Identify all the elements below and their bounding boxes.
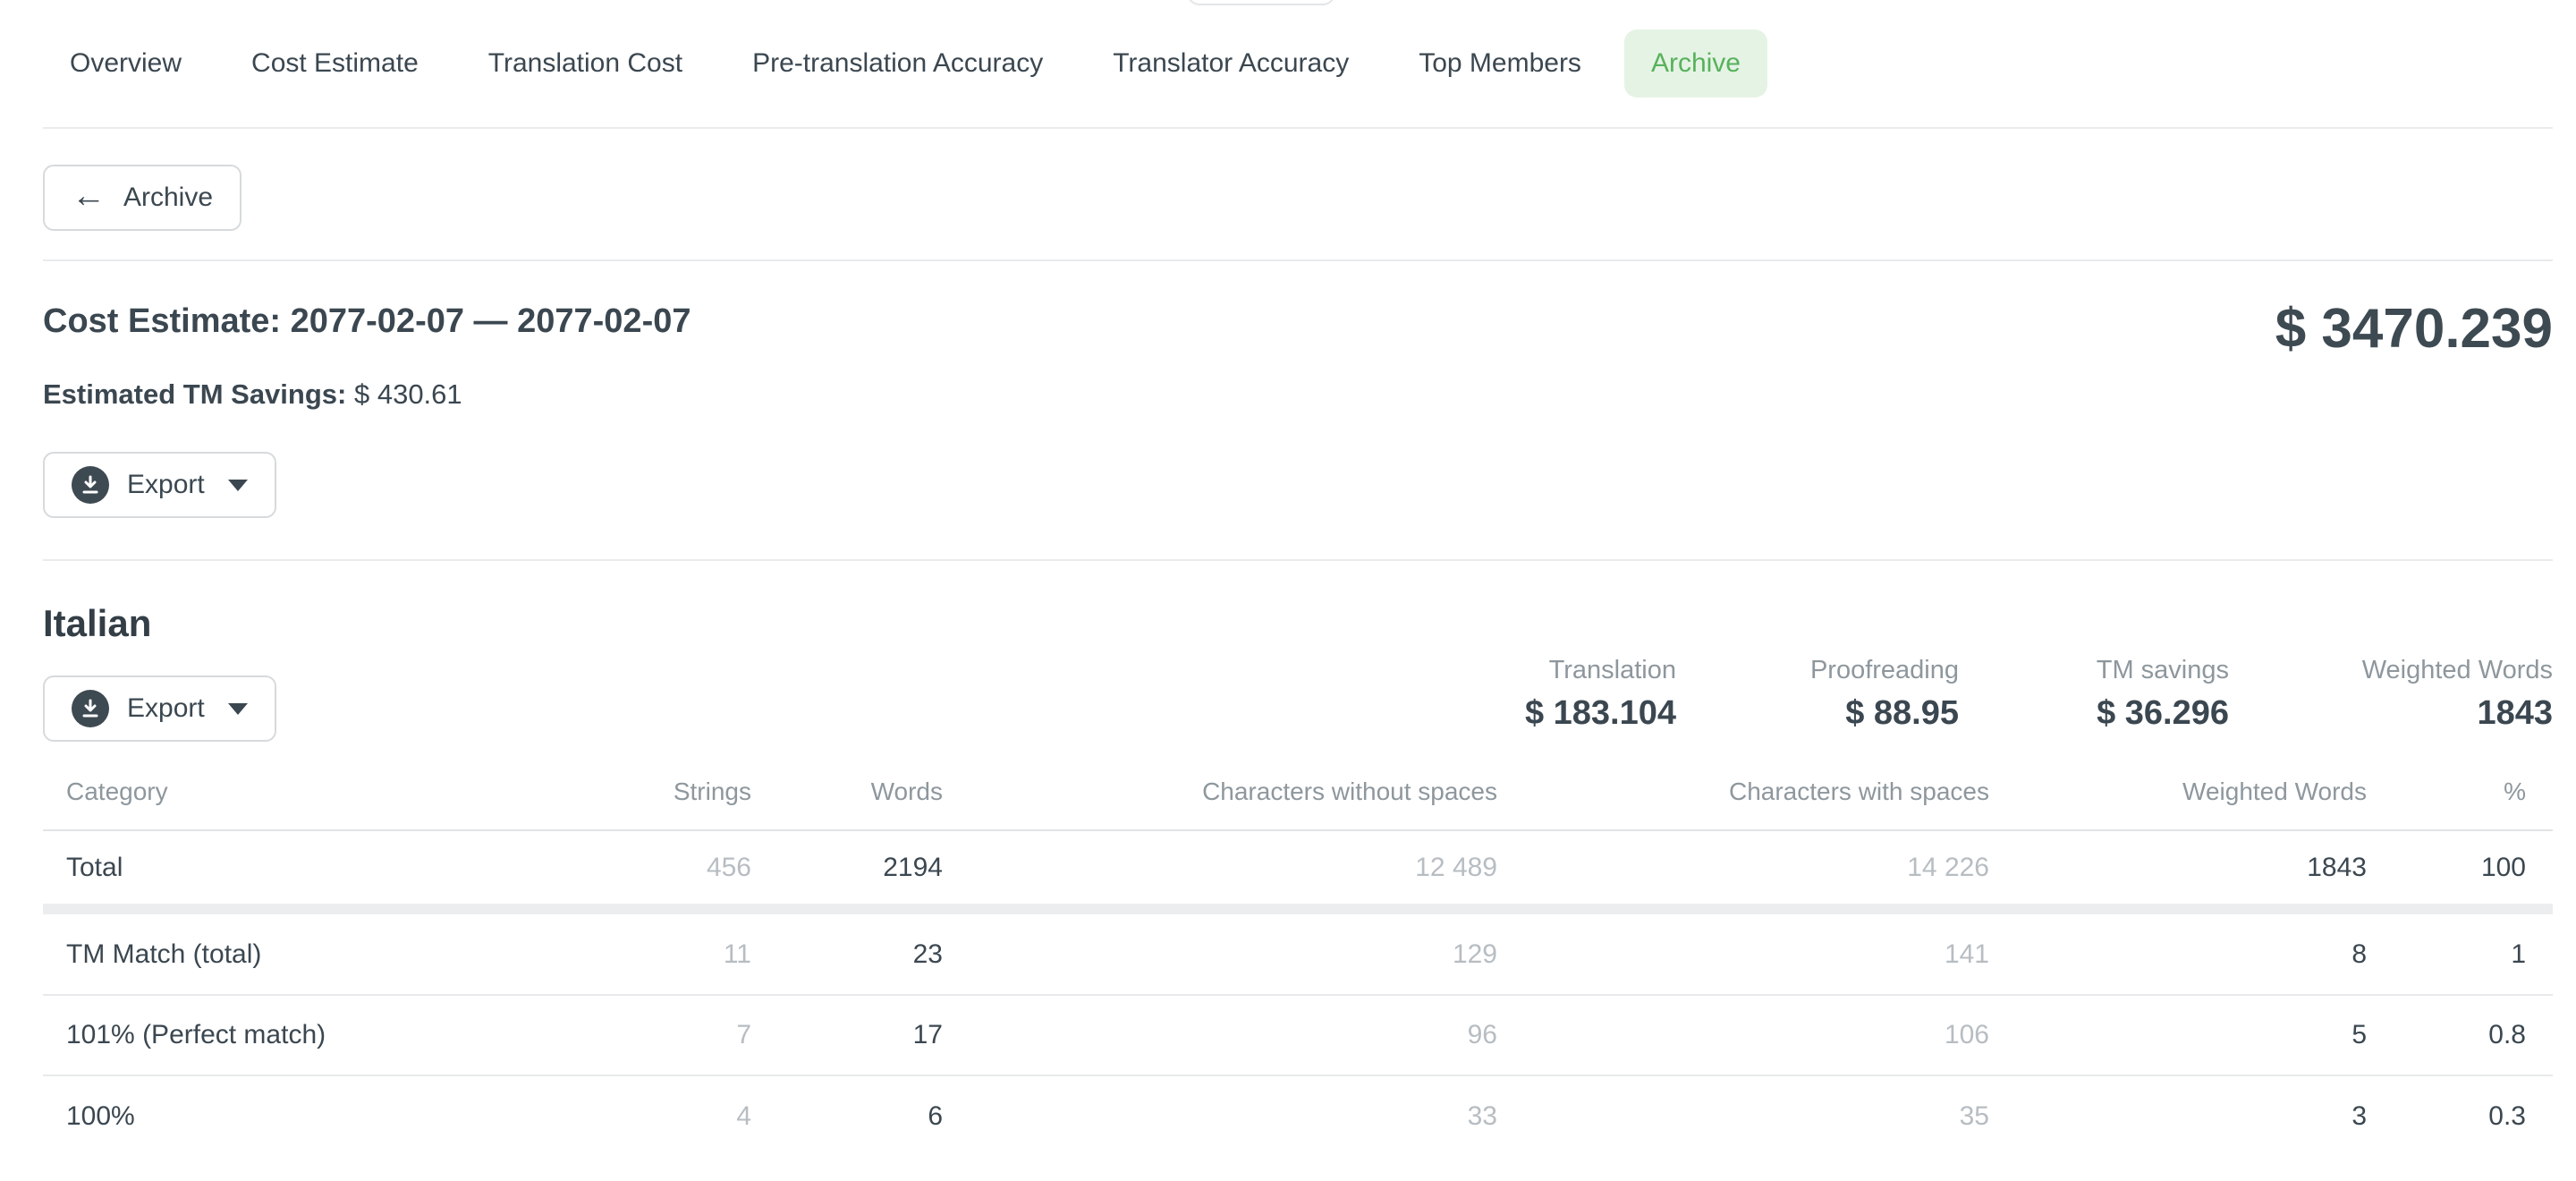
tabbar-divider <box>43 127 2553 129</box>
tab-overview[interactable]: Overview <box>70 48 182 78</box>
cell-words: 6 <box>928 1100 943 1131</box>
cost-estimate-summary: Cost Estimate: 2077-02-07 — 2077-02-07 E… <box>0 261 2576 559</box>
cell-category: TM Match (total) <box>43 914 490 996</box>
export-report-label: Export <box>127 470 205 499</box>
stat-translation: Translation $ 183.104 <box>1435 656 1676 733</box>
col-chars-without-spaces: Characters without spaces <box>943 742 1497 831</box>
cell-chars-with-spaces: 35 <box>1959 1100 1989 1131</box>
table-row-100: 100% 4 6 33 35 3 0.3 <box>43 1075 2553 1156</box>
cell-strings: 11 <box>490 914 751 996</box>
tab-translator-accuracy[interactable]: Translator Accuracy <box>1113 48 1350 78</box>
cell-chars-with-spaces: 106 <box>1497 995 1989 1076</box>
cell-category: 100% <box>66 1100 135 1131</box>
col-weighted-words: Weighted Words <box>1989 742 2367 831</box>
export-language-label: Export <box>127 693 205 723</box>
col-chars-with-spaces: Characters with spaces <box>1497 742 1989 831</box>
table-row-101-perfect-match: 101% (Perfect match) 7 17 96 106 5 0.8 <box>43 995 2553 1076</box>
tm-savings-value: $ 430.61 <box>353 378 462 410</box>
cell-chars-without-spaces: 12 489 <box>1415 852 1497 882</box>
chevron-down-icon <box>227 702 248 715</box>
stat-label: Weighted Words <box>2361 656 2553 684</box>
col-strings: Strings <box>490 742 751 831</box>
cell-strings: 7 <box>490 995 751 1076</box>
cell-weighted-words: 5 <box>1989 995 2367 1076</box>
cell-words: 23 <box>751 914 943 996</box>
cell-category: 101% (Perfect match) <box>43 995 490 1076</box>
cell-chars-without-spaces: 129 <box>943 914 1497 996</box>
tab-top-members[interactable]: Top Members <box>1419 48 1581 78</box>
tm-savings-label: Estimated TM Savings: <box>43 378 347 410</box>
stat-value: $ 88.95 <box>1845 694 1959 732</box>
cell-chars-without-spaces: 33 <box>1467 1100 1497 1131</box>
table-row-total: Total 456 2194 12 489 14 226 1843 100 <box>43 830 2553 904</box>
stat-label: TM savings <box>2096 656 2229 684</box>
cell-words: 2194 <box>883 852 943 882</box>
archive-back-button[interactable]: ← Archive <box>43 165 242 231</box>
cell-percent: 0.3 <box>2488 1100 2526 1131</box>
col-percent: % <box>2367 742 2553 831</box>
stat-value: 1843 <box>2477 694 2553 732</box>
stat-label: Proofreading <box>1809 656 1959 684</box>
archive-back-label: Archive <box>123 183 214 212</box>
export-language-button[interactable]: Export <box>43 675 276 742</box>
cell-strings: 456 <box>706 852 751 882</box>
stat-value: $ 183.104 <box>1524 694 1676 732</box>
download-icon <box>72 466 109 504</box>
table-band-separator <box>43 904 2553 914</box>
stat-weighted-words: Weighted Words 1843 <box>2229 656 2553 733</box>
cell-chars-with-spaces: 141 <box>1497 914 1989 996</box>
cell-strings: 4 <box>736 1100 751 1131</box>
language-section: Italian Export Translation $ 183.104 Pro… <box>0 561 2576 742</box>
archive-back-row: ← Archive <box>0 129 2576 259</box>
stat-label: Translation <box>1548 656 1676 684</box>
chevron-down-icon <box>227 479 248 491</box>
report-title: Cost Estimate: 2077-02-07 — 2077-02-07 <box>43 302 691 340</box>
tab-archive[interactable]: Archive <box>1623 30 1767 98</box>
grand-total: $ 3470.239 <box>2275 298 2553 360</box>
stat-proofreading: Proofreading $ 88.95 <box>1676 656 1959 733</box>
cell-chars-without-spaces: 96 <box>943 995 1497 1076</box>
tab-cost-estimate[interactable]: Cost Estimate <box>251 48 419 78</box>
stat-value: $ 36.296 <box>2097 694 2229 732</box>
col-category: Category <box>43 742 490 831</box>
cost-table: Category Strings Words Characters withou… <box>43 742 2553 1156</box>
cell-percent: 1 <box>2367 914 2553 996</box>
tm-savings-line: Estimated TM Savings: $ 430.61 <box>43 378 2553 411</box>
export-report-button[interactable]: Export <box>43 452 276 518</box>
col-words: Words <box>751 742 943 831</box>
language-name: Italian <box>43 602 152 644</box>
download-icon <box>72 690 109 727</box>
cell-percent: 100 <box>2480 852 2526 882</box>
table-header-row: Category Strings Words Characters withou… <box>43 742 2553 831</box>
cell-weighted-words: 8 <box>1989 914 2367 996</box>
cell-weighted-words: 1843 <box>2307 852 2367 882</box>
back-arrow-icon: ← <box>72 177 106 215</box>
language-stats: Translation $ 183.104 Proofreading $ 88.… <box>1435 656 2553 733</box>
language-header: Italian Export <box>43 602 276 742</box>
summary-divider <box>43 559 2553 561</box>
tab-pre-translation-accuracy[interactable]: Pre-translation Accuracy <box>752 48 1044 78</box>
cost-table-wrap: Category Strings Words Characters withou… <box>43 742 2553 1156</box>
cell-weighted-words: 3 <box>2351 1100 2367 1131</box>
cell-words: 17 <box>751 995 943 1076</box>
stat-tm-savings: TM savings $ 36.296 <box>1959 656 2229 733</box>
cell-chars-with-spaces: 14 226 <box>1907 852 1989 882</box>
back-row-divider <box>43 259 2553 261</box>
report-tabs: Overview Cost Estimate Translation Cost … <box>0 0 2576 127</box>
cell-percent: 0.8 <box>2367 995 2553 1076</box>
tab-translation-cost[interactable]: Translation Cost <box>487 48 683 78</box>
table-row-tm-match: TM Match (total) 11 23 129 141 8 1 <box>43 914 2553 996</box>
cell-category: Total <box>66 852 123 882</box>
